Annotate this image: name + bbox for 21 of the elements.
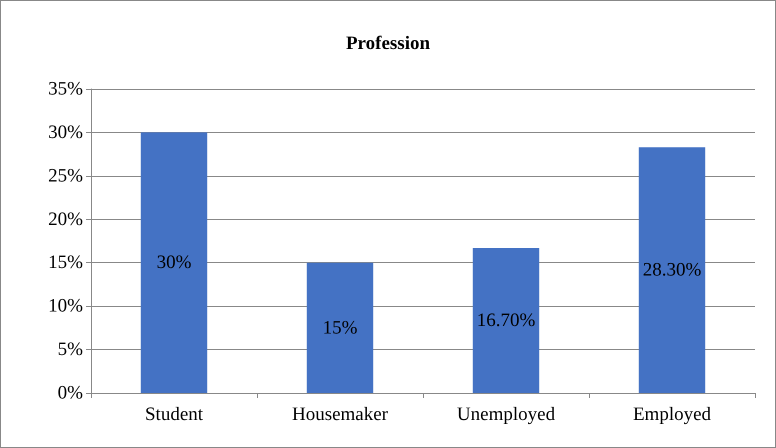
chart-title: Profession (346, 33, 430, 54)
x-tick-label: Unemployed (456, 404, 556, 425)
y-tick-label: 5% (58, 339, 84, 360)
data-label: 28.30% (642, 260, 702, 281)
x-tick-label: Student (144, 404, 204, 425)
y-tick-label: 30% (48, 122, 84, 143)
x-tick-label: Housemaker (292, 404, 389, 425)
bar (638, 147, 706, 393)
bar (472, 248, 540, 393)
y-tick-label: 10% (48, 296, 84, 317)
y-tick-label: 25% (48, 165, 84, 186)
data-label: 16.70% (476, 310, 536, 331)
x-tick-label: Employed (632, 404, 712, 425)
bar (140, 132, 208, 393)
y-tick-label: 20% (48, 208, 84, 230)
y-tick-label: 35% (48, 78, 84, 100)
y-tick-label: 15% (48, 252, 84, 274)
data-label: 30% (156, 252, 192, 274)
data-label: 15% (322, 317, 358, 338)
bar (306, 262, 374, 393)
y-tick-label: 0% (58, 382, 84, 404)
